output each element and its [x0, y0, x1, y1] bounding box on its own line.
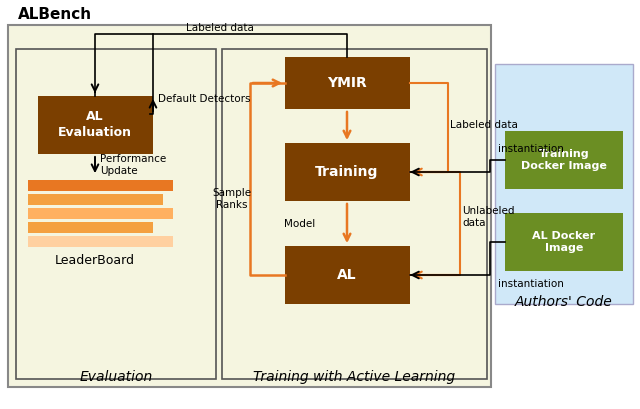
Bar — [28, 180, 173, 191]
Bar — [16, 49, 216, 379]
Bar — [38, 96, 153, 154]
Text: AL Docker
Image: AL Docker Image — [532, 231, 596, 253]
Text: Labeled data: Labeled data — [186, 23, 254, 33]
Bar — [505, 213, 623, 271]
Text: Labeled data: Labeled data — [450, 120, 518, 130]
Bar — [285, 246, 410, 304]
Bar — [28, 236, 173, 247]
Text: Sample
Ranks: Sample Ranks — [212, 188, 252, 210]
Bar — [8, 25, 491, 387]
Text: AL: AL — [337, 268, 357, 282]
Text: Default Detectors: Default Detectors — [158, 94, 250, 104]
Text: Unlabeled
data: Unlabeled data — [462, 206, 515, 228]
Bar — [28, 222, 153, 233]
Bar — [28, 194, 163, 205]
Bar — [285, 143, 410, 201]
Text: YMIR: YMIR — [327, 76, 367, 90]
Text: ALBench: ALBench — [18, 7, 92, 22]
Bar — [28, 208, 173, 219]
Bar — [285, 57, 410, 109]
Text: Training
Docker Image: Training Docker Image — [521, 149, 607, 171]
Text: Model: Model — [284, 219, 316, 229]
Text: LeaderBoard: LeaderBoard — [55, 254, 135, 267]
Bar — [505, 131, 623, 189]
Text: Evaluation: Evaluation — [79, 370, 152, 384]
Text: Performance
Update: Performance Update — [100, 154, 166, 176]
Text: Training: Training — [316, 165, 379, 179]
Bar — [222, 49, 487, 379]
Text: Training with Active Learning: Training with Active Learning — [253, 370, 455, 384]
Text: instantiation: instantiation — [498, 279, 564, 289]
Text: Authors' Code: Authors' Code — [515, 295, 613, 309]
Text: AL
Evaluation: AL Evaluation — [58, 110, 132, 139]
Text: instantiation: instantiation — [498, 144, 564, 154]
Bar — [495, 64, 633, 304]
